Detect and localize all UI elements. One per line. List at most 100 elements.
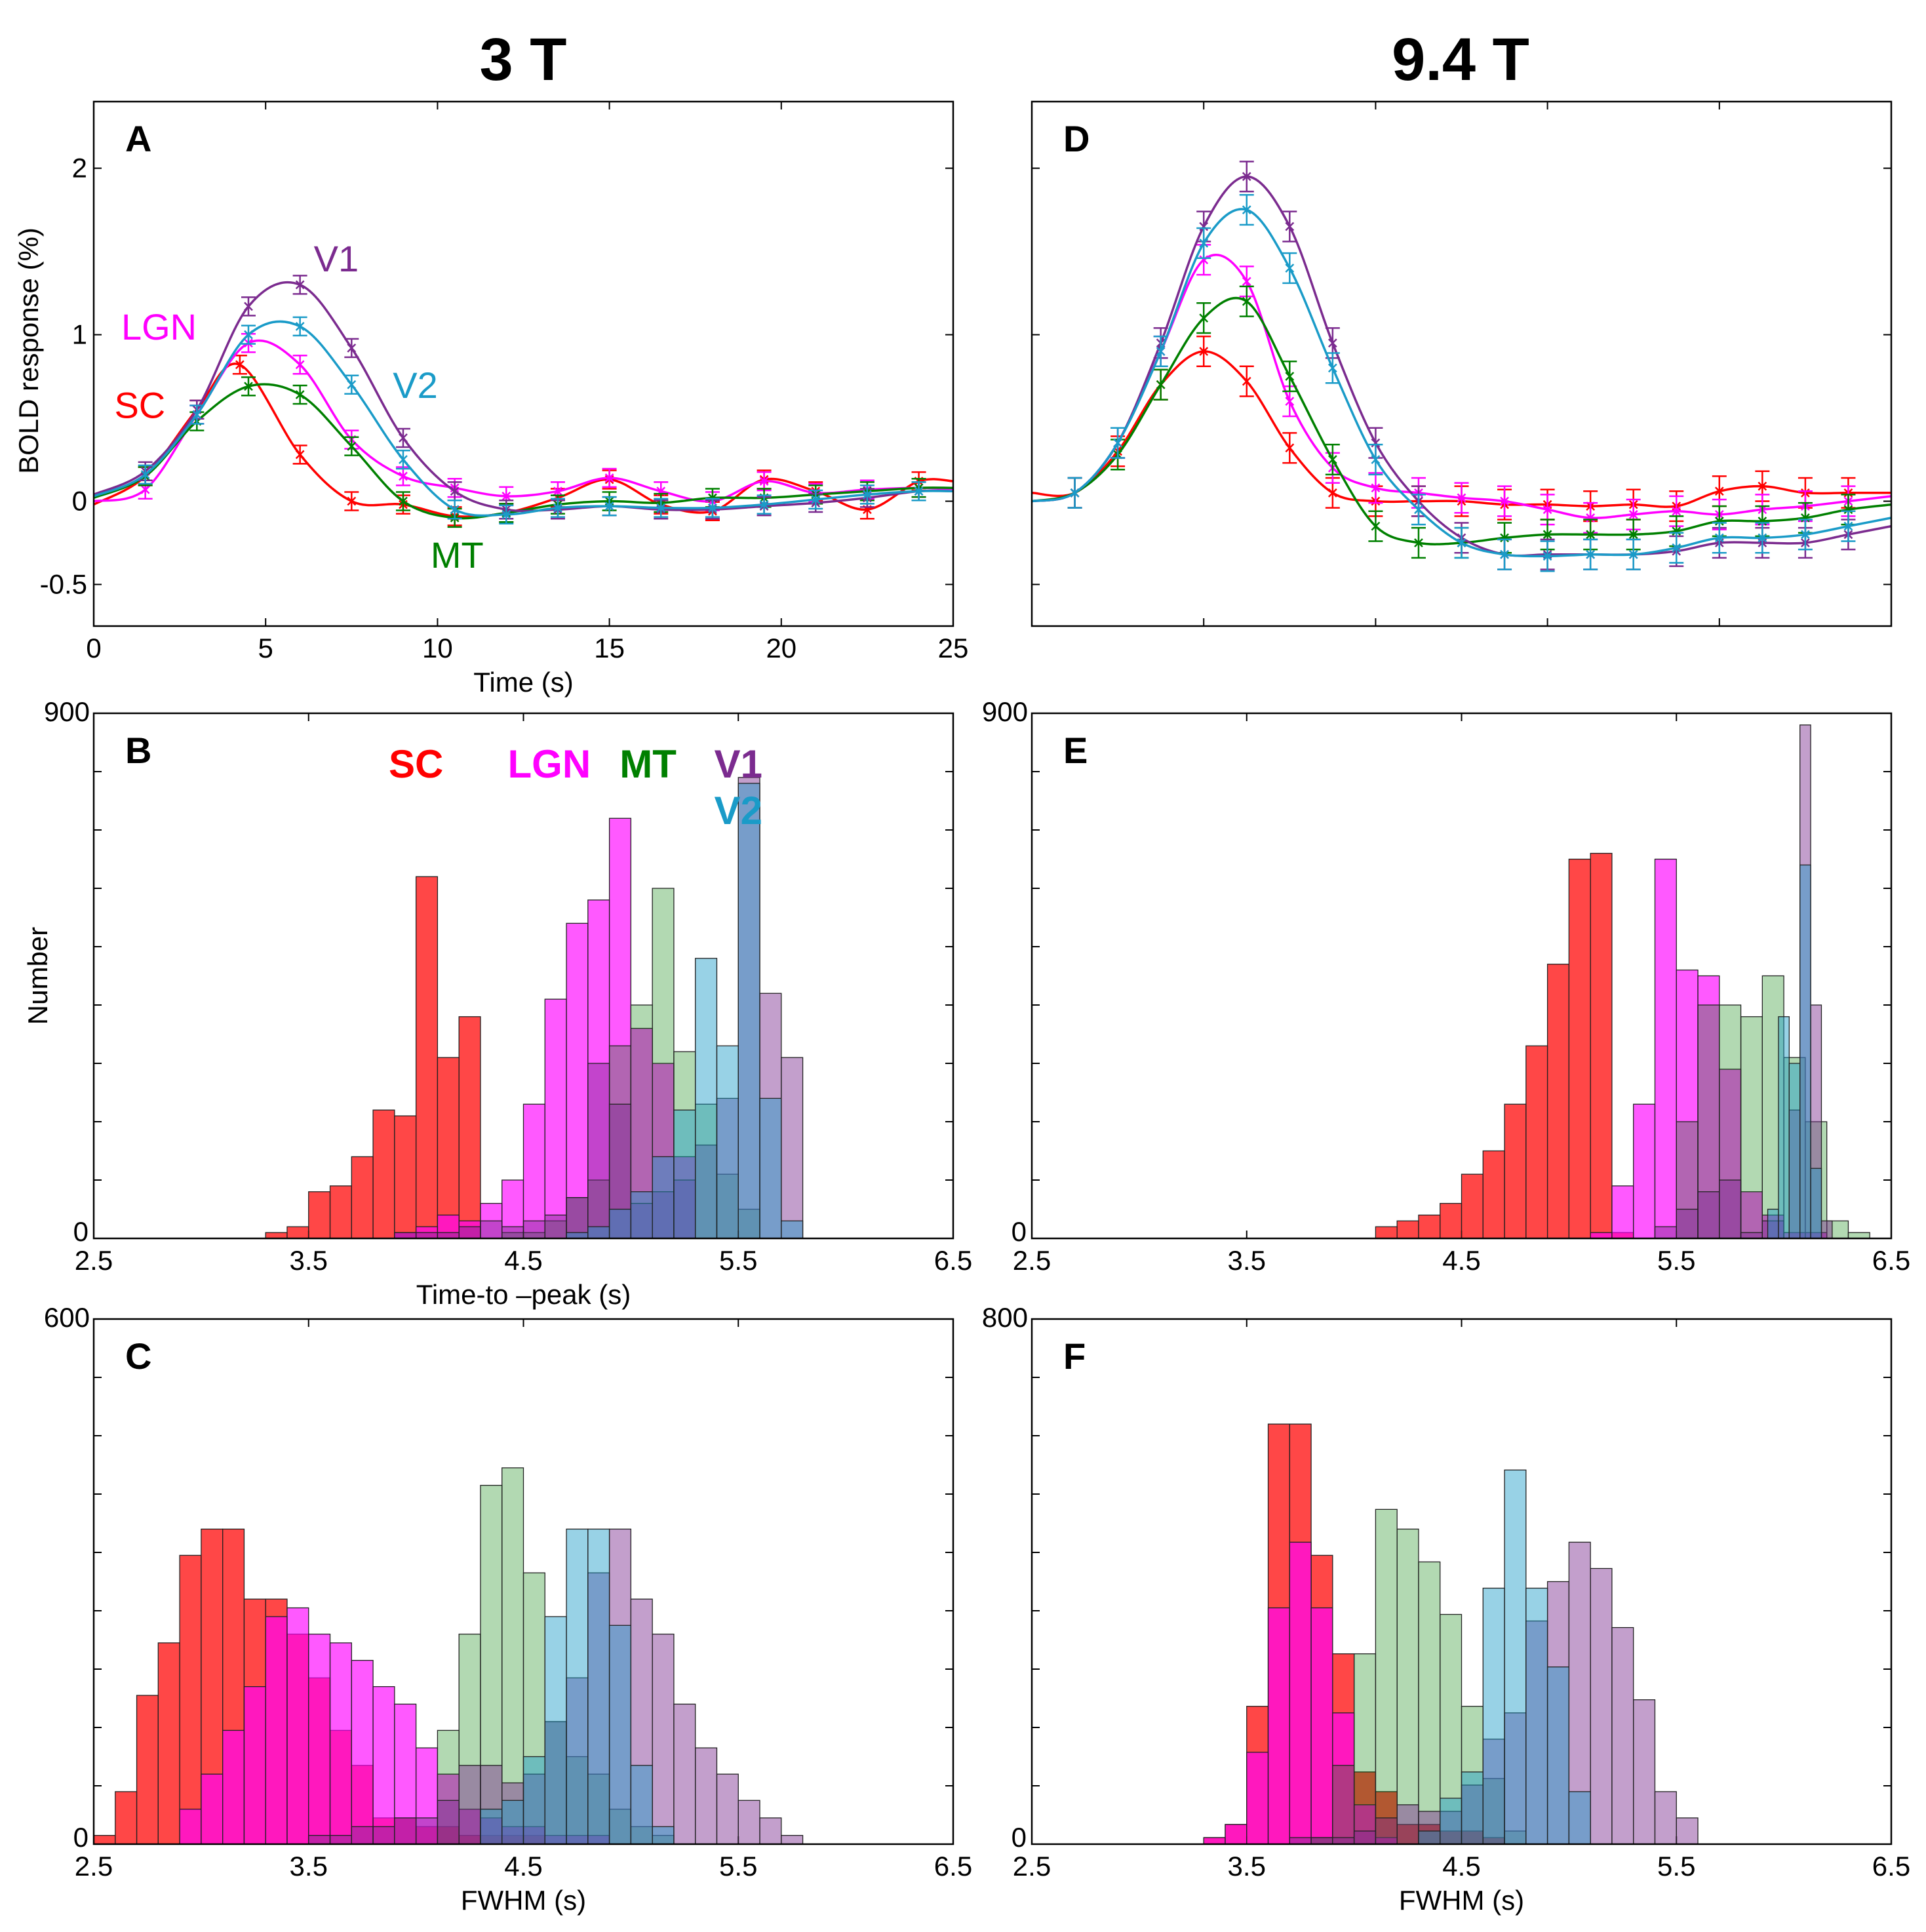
bar-v2 [1440, 1798, 1463, 1845]
point-marker-lgn [1586, 513, 1596, 522]
curve-lgn [93, 339, 954, 503]
bar-v1 [501, 1782, 524, 1845]
bar-mt [522, 1572, 545, 1845]
bar-v1 [587, 1063, 610, 1239]
plot-frame [1031, 100, 1893, 627]
point-marker-v2 [759, 500, 769, 509]
x-tick-label: 3.5 [290, 1851, 328, 1882]
bar-v1 [1654, 1791, 1677, 1845]
panel-letter: E [1063, 730, 1088, 771]
bar-lgn [1310, 1607, 1333, 1845]
point-marker-lgn [295, 360, 305, 370]
plot-frame [92, 712, 954, 1240]
point-marker-v2 [192, 410, 202, 420]
point-marker-lgn [1242, 277, 1251, 286]
bar-v2 [781, 1220, 804, 1239]
curve-label-lgn: LGN [121, 306, 197, 347]
bar-v1 [372, 1826, 395, 1845]
x-tick-label: 6.5 [934, 1245, 972, 1276]
bar-lgn [501, 1179, 524, 1239]
y-top-label: 600 [44, 1302, 90, 1333]
point-marker-lgn [1285, 397, 1295, 406]
bar-lgn [673, 1156, 696, 1239]
bar-lgn [1654, 858, 1677, 1239]
bar-sc [458, 1016, 481, 1239]
bar-mt [1396, 1528, 1419, 1845]
bar-v2 [1546, 1666, 1570, 1845]
point-marker-mt [1371, 521, 1381, 531]
curve-label-mt: MT [431, 534, 484, 576]
bar-mt [1676, 1121, 1699, 1239]
bar-lgn [415, 1747, 439, 1845]
point-marker-v1 [450, 486, 460, 496]
bar-sc [1482, 1150, 1505, 1239]
plot-frame [92, 100, 954, 627]
bar-v2 [544, 1616, 567, 1845]
point-marker-v2 [811, 495, 821, 504]
point-marker-v2 [1199, 238, 1209, 248]
x-tick-label: 5.5 [719, 1245, 757, 1276]
bar-lgn [222, 1729, 245, 1845]
point-marker-sc [235, 360, 245, 370]
curve-label-v1: V1 [314, 238, 359, 279]
point-marker-v2 [1327, 363, 1337, 373]
bar-v1 [415, 1232, 439, 1239]
bar-mt [608, 1808, 632, 1845]
bar-v1 [566, 1677, 589, 1845]
bar-lgn [544, 998, 567, 1239]
x-tick-label: 2.5 [1013, 1851, 1051, 1882]
bar-mt [1353, 1653, 1377, 1845]
curve-label-sc: SC [114, 385, 165, 426]
legend-label-mt: MT [619, 742, 677, 786]
bar-v1 [544, 1721, 567, 1845]
point-marker-v1 [1242, 172, 1251, 182]
point-marker-mt [1628, 530, 1638, 540]
point-marker-sc [1199, 347, 1209, 356]
legend-label-v1: V1 [715, 742, 762, 786]
point-marker-lgn [140, 484, 150, 494]
plot-frame [1031, 712, 1893, 1240]
bar-sc [265, 1232, 288, 1239]
bar-v2 [1788, 1063, 1801, 1239]
point-marker-lgn [1543, 505, 1552, 515]
point-marker-mt [1586, 530, 1596, 540]
bar-lgn [243, 1686, 266, 1845]
y-zero-label: 0 [73, 1216, 88, 1247]
y-tick-label: -0.5 [40, 569, 87, 600]
x-tick-label: 2.5 [1013, 1245, 1051, 1276]
plot-frame [92, 1318, 954, 1845]
point-marker-v2 [863, 490, 872, 500]
point-marker-v2 [1843, 521, 1853, 531]
bar-v1 [1396, 1804, 1419, 1845]
bar-mt [1783, 1057, 1806, 1239]
bar-v1 [1289, 1837, 1312, 1845]
point-marker-mt [1714, 517, 1724, 526]
bar-sc [1375, 1226, 1398, 1239]
bar-sc [1525, 1045, 1548, 1239]
point-marker-v2 [708, 503, 717, 513]
bar-v1 [480, 1220, 503, 1239]
bar-mt [1697, 1004, 1720, 1239]
bar-v2 [566, 1232, 589, 1239]
point-marker-sc [1242, 376, 1251, 386]
point-marker-v2 [140, 470, 150, 479]
bar-lgn [587, 899, 610, 1239]
bar-v1 [608, 1103, 632, 1239]
point-marker-v2 [1156, 347, 1166, 356]
point-marker-mt [1801, 513, 1810, 522]
bar-v1 [1525, 1620, 1548, 1845]
bar-lgn [1611, 1185, 1634, 1239]
bar-v1 [1375, 1817, 1398, 1845]
point-marker-v1 [244, 302, 253, 311]
column-title-3t: 3 T [480, 26, 567, 93]
y-tick-label: 2 [72, 153, 87, 184]
bar-mt [1740, 1016, 1763, 1239]
bar-lgn [437, 1214, 460, 1239]
legend-label-v2: V2 [715, 789, 762, 833]
x-tick-label: 6.5 [934, 1851, 972, 1882]
point-marker-sc [1285, 443, 1295, 453]
bar-v2 [1525, 1587, 1548, 1845]
x-tick-label: 3.5 [290, 1245, 328, 1276]
